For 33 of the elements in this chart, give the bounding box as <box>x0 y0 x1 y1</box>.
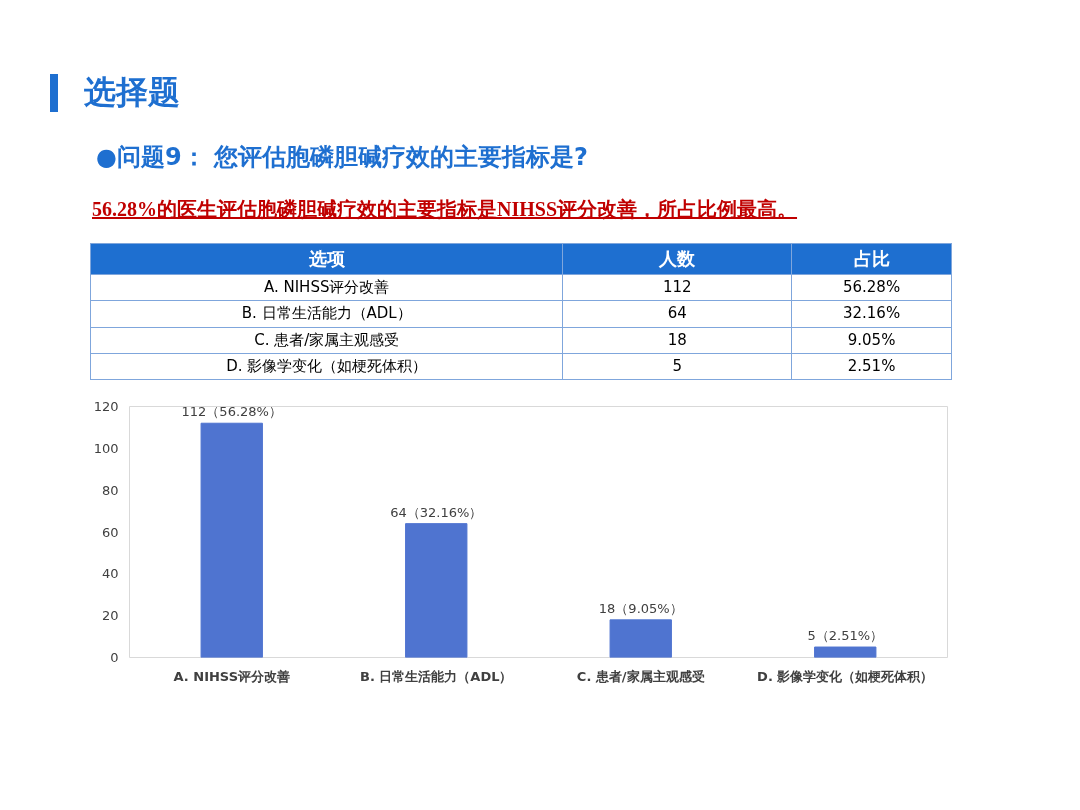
text: 9.05% <box>791 327 952 354</box>
y-tick-label: 120 <box>93 399 119 414</box>
x-tick-label: A. NIHSS评分改善 <box>173 668 291 684</box>
chart-title: 选择题 <box>83 72 180 113</box>
x-tick-label: D. 影像学变化（如梗死体积） <box>757 668 934 684</box>
category-label: D. 影像学变化（如梗死体积） <box>226 356 428 375</box>
category-label: A. NIHSS评分改善 <box>263 277 390 296</box>
y-tick-label: 20 <box>101 608 119 624</box>
text: 18 <box>562 327 792 354</box>
data-label: 112（56.28%） <box>181 404 282 420</box>
y-tick-label: 0 <box>110 650 119 665</box>
text: 人数 <box>562 243 792 275</box>
text: 56.28% <box>791 274 952 301</box>
y-tick-label: 80 <box>101 482 119 498</box>
y-tick-label: 60 <box>101 524 119 540</box>
text: 56.28%的医生评估胞磷胆碱疗效的主要指标是NIHSS评分改善，所占比例最高。 <box>92 197 798 222</box>
category-label: C. 患者/家属主观感受 <box>254 330 400 349</box>
chart-subtitle: ●问题9： 您评估胞磷胆碱疗效的主要指标是? <box>96 142 588 173</box>
y-tick-label: 100 <box>93 440 119 456</box>
text: 占比 <box>791 243 952 275</box>
data-label: 18（9.05%） <box>598 600 683 616</box>
category-label: B. 日常生活能力（ADL） <box>241 304 412 323</box>
text: 2.51% <box>791 353 952 380</box>
x-tick-label: B. 日常生活能力（ADL） <box>360 668 513 684</box>
data-label: 5（2.51%） <box>807 628 884 644</box>
data-label: 64（32.16%） <box>390 504 483 520</box>
text: 64 <box>562 300 792 328</box>
text: 112 <box>562 274 792 301</box>
y-tick-label: 40 <box>101 566 119 582</box>
x-tick-label: C. 患者/家属主观感受 <box>576 668 705 684</box>
text: 5 <box>562 353 792 380</box>
text: 选项 <box>90 243 563 275</box>
text: 32.16% <box>791 300 952 328</box>
